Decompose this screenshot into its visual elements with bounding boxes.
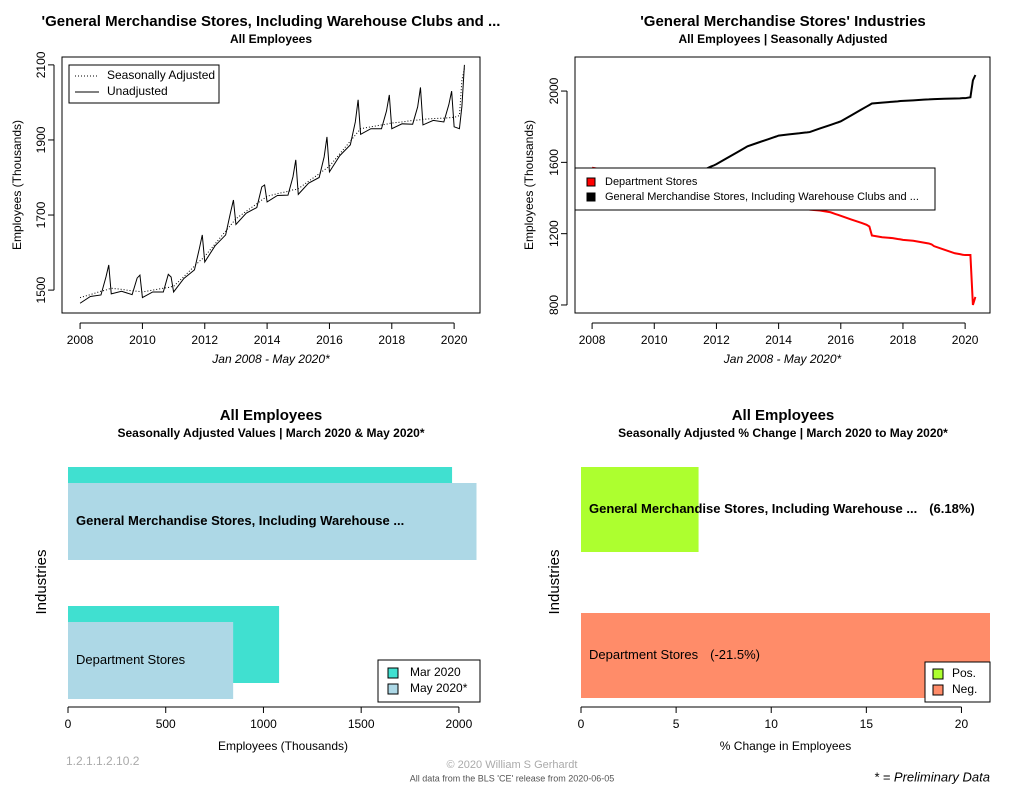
y-tick-label: 1700 bbox=[34, 201, 48, 228]
y-tick-label: 1900 bbox=[34, 126, 48, 153]
legend-label: Pos. bbox=[952, 666, 976, 680]
x-tick-label: 2018 bbox=[890, 333, 917, 347]
legend-box bbox=[377, 659, 481, 703]
x-tick-label: 2008 bbox=[67, 333, 94, 347]
legend-swatch bbox=[586, 177, 596, 187]
plot-frame bbox=[61, 56, 481, 314]
legend-label: Unadjusted bbox=[107, 84, 168, 98]
x-tick-label: 2012 bbox=[703, 333, 730, 347]
x-tick-label: 1000 bbox=[250, 717, 277, 731]
bar bbox=[68, 483, 477, 560]
value-label: (6.18%) bbox=[929, 501, 975, 516]
legend-swatch bbox=[932, 684, 944, 696]
y-tick-label: 1500 bbox=[34, 276, 48, 303]
chart-title: All Employees bbox=[220, 407, 323, 424]
x-tick-label: 1500 bbox=[348, 717, 375, 731]
x-tick-label: 5 bbox=[673, 717, 680, 731]
bar bbox=[581, 467, 699, 552]
x-tick-label: 500 bbox=[156, 717, 176, 731]
x-tick-label: 2016 bbox=[316, 333, 343, 347]
category-label: Department Stores bbox=[589, 647, 699, 662]
value-label: (-21.5%) bbox=[710, 647, 760, 662]
legend-swatch bbox=[387, 667, 399, 679]
bar bbox=[581, 613, 990, 698]
x-tick-label: 2014 bbox=[765, 333, 792, 347]
note: * = Preliminary Data bbox=[874, 769, 990, 784]
chart-subtitle: All Employees bbox=[230, 32, 312, 46]
legend-box bbox=[68, 64, 220, 104]
legend-box bbox=[574, 167, 936, 211]
y-tick-label: 1200 bbox=[547, 220, 561, 247]
x-tick-label: 2010 bbox=[641, 333, 668, 347]
series-line bbox=[79, 64, 465, 304]
legend-swatch bbox=[586, 192, 596, 202]
legend-swatch bbox=[387, 683, 399, 695]
legend-label: General Merchandise Stores, Including Wa… bbox=[605, 191, 919, 203]
x-tick-label: 0 bbox=[578, 717, 585, 731]
x-tick-label: 2016 bbox=[827, 333, 854, 347]
chart-title: 'General Merchandise Stores' Industries bbox=[640, 13, 926, 30]
series-line bbox=[79, 68, 465, 299]
bar bbox=[68, 622, 234, 699]
chart-subtitle: All Employees | Seasonally Adjusted bbox=[679, 32, 888, 46]
x-tick-label: 0 bbox=[65, 717, 72, 731]
y-tick-label: 2000 bbox=[547, 77, 561, 104]
y-axis-label: Industries bbox=[546, 549, 563, 614]
x-axis-label: % Change in Employees bbox=[720, 739, 851, 753]
x-axis-label: Jan 2008 - May 2020* bbox=[723, 352, 842, 366]
y-tick-label: 2100 bbox=[34, 51, 48, 78]
y-tick-label: 800 bbox=[547, 295, 561, 315]
chart-title: All Employees bbox=[732, 407, 835, 424]
x-tick-label: 15 bbox=[860, 717, 874, 731]
chart-title: 'General Merchandise Stores, Including W… bbox=[42, 13, 501, 30]
category-label: General Merchandise Stores, Including Wa… bbox=[76, 513, 404, 528]
legend-swatch bbox=[932, 668, 944, 680]
category-label: Department Stores bbox=[76, 652, 186, 667]
legend-label: Neg. bbox=[952, 682, 977, 696]
y-axis-label: Industries bbox=[33, 549, 50, 614]
x-axis-label: Jan 2008 - May 2020* bbox=[211, 352, 330, 366]
x-axis-label: Employees (Thousands) bbox=[218, 739, 348, 753]
x-tick-label: 2000 bbox=[446, 717, 473, 731]
x-tick-label: 10 bbox=[765, 717, 779, 731]
x-tick-label: 2008 bbox=[579, 333, 606, 347]
x-tick-label: 20 bbox=[955, 717, 969, 731]
x-tick-label: 2020 bbox=[952, 333, 979, 347]
series-line bbox=[591, 74, 977, 185]
legend-label: Seasonally Adjusted bbox=[107, 68, 215, 82]
x-tick-label: 2018 bbox=[378, 333, 405, 347]
version: 1.2.1.1.2.10.2 bbox=[66, 754, 140, 768]
legend-label: Department Stores bbox=[605, 176, 698, 188]
x-tick-label: 2012 bbox=[191, 333, 218, 347]
copyright: © 2020 William S Gerhardt bbox=[447, 759, 578, 771]
chart-subtitle: Seasonally Adjusted % Change | March 202… bbox=[618, 426, 948, 440]
y-tick-label: 1600 bbox=[547, 149, 561, 176]
y-axis-label: Employees (Thousands) bbox=[522, 120, 536, 250]
legend-label: May 2020* bbox=[410, 681, 468, 695]
y-axis-label: Employees (Thousands) bbox=[10, 120, 24, 250]
legend-label: Mar 2020 bbox=[410, 665, 461, 679]
x-tick-label: 2010 bbox=[129, 333, 156, 347]
x-tick-label: 2020 bbox=[441, 333, 468, 347]
source: All data from the BLS 'CE' release from … bbox=[410, 773, 615, 783]
category-label: General Merchandise Stores, Including Wa… bbox=[589, 501, 917, 516]
x-tick-label: 2014 bbox=[254, 333, 281, 347]
chart-subtitle: Seasonally Adjusted Values | March 2020 … bbox=[117, 426, 424, 440]
